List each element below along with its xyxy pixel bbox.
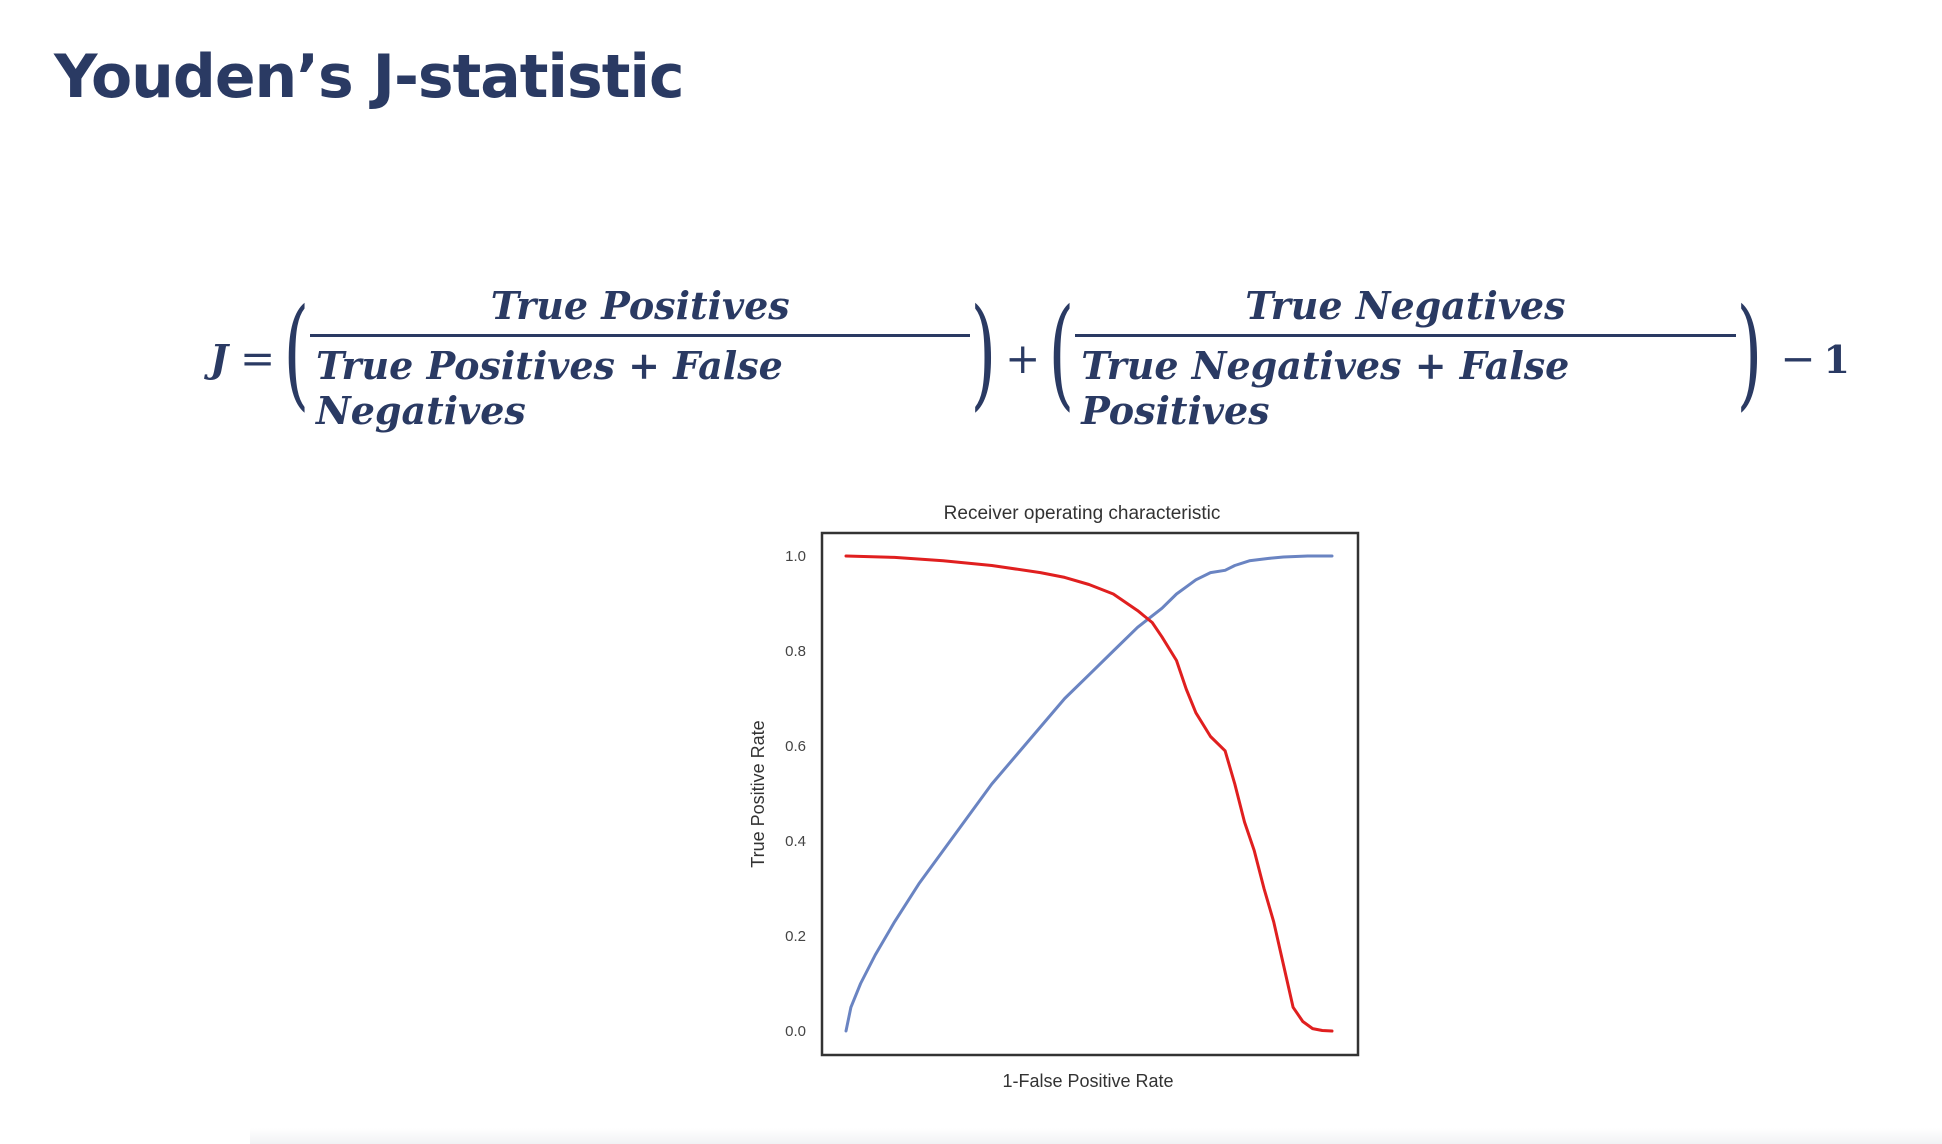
y-tick-label: 0.0 xyxy=(785,1023,806,1040)
series-layer xyxy=(844,554,1334,1033)
right-paren-1: ) xyxy=(970,284,997,423)
youden-formula: J = ( True Positives True Positives + Fa… xyxy=(210,283,1850,433)
y-tick-label: 1.0 xyxy=(785,548,806,565)
formula-one: 1 xyxy=(1823,336,1850,382)
fraction-2-denominator: True Negatives + False Positives xyxy=(1075,334,1736,433)
y-tick-label: 0.4 xyxy=(785,833,806,850)
chart-title: Receiver operating characteristic xyxy=(944,503,1221,524)
slide-title: Youden’s J-statistic xyxy=(54,42,685,112)
y-tick-label: 0.6 xyxy=(785,738,806,755)
series-line-1 xyxy=(844,554,1334,1033)
fraction-1-numerator: True Positives xyxy=(490,283,790,328)
formula-minus: − xyxy=(1780,333,1816,383)
series-line-2 xyxy=(844,554,1334,1033)
fraction-specificity: True Negatives True Negatives + False Po… xyxy=(1075,283,1736,433)
y-tick-label: 0.2 xyxy=(785,928,806,945)
fraction-2-numerator: True Negatives xyxy=(1245,283,1566,328)
fraction-1-denominator: True Positives + False Negatives xyxy=(310,334,971,433)
bottom-shade xyxy=(250,1128,1942,1144)
fraction-sensitivity: True Positives True Positives + False Ne… xyxy=(310,283,971,433)
y-tick-label: 0.8 xyxy=(785,643,806,660)
y-tick-labels: 0.0 0.2 0.4 0.6 0.8 1.0 xyxy=(785,548,806,1040)
left-paren-1: ( xyxy=(283,284,310,423)
y-axis-label: True Positive Rate xyxy=(748,720,768,867)
x-axis-label: 1-False Positive Rate xyxy=(1002,1071,1173,1091)
left-paren-2: ( xyxy=(1048,284,1075,423)
formula-equals: = xyxy=(239,333,276,383)
right-paren-2: ) xyxy=(1736,284,1762,423)
formula-minus-one: −1 xyxy=(1772,334,1850,383)
formula-plus: + xyxy=(1005,333,1041,383)
formula-lhs: J xyxy=(210,335,228,381)
plot-frame xyxy=(820,531,1360,1057)
